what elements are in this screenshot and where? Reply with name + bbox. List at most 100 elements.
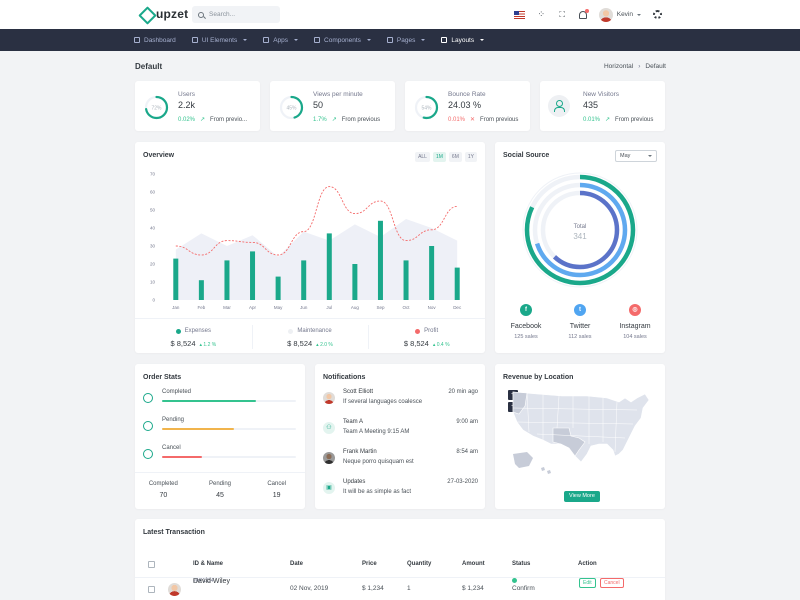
bar-may[interactable]	[275, 276, 281, 300]
bar-dec[interactable]	[454, 267, 460, 300]
social-source-card: Social Source May Total 341 f Facebook 125 …	[495, 142, 665, 353]
search-icon	[198, 11, 204, 18]
breadcrumb-separator: ›	[638, 63, 641, 70]
bell-icon[interactable]	[578, 8, 589, 19]
summary-change-value: 1.2 %	[203, 342, 217, 348]
cancel-button[interactable]: Cancel	[600, 578, 624, 588]
col-id-name[interactable]: ID & Name	[193, 561, 224, 567]
bar-mar[interactable]	[224, 260, 230, 300]
fullscreen-icon[interactable]: ⛶	[559, 10, 566, 19]
usa-map-shape	[512, 391, 650, 463]
notification-item[interactable]: Scott Elliott If several languages coales…	[323, 389, 478, 415]
stat-change-caption: From previous	[341, 116, 381, 123]
bar-nov[interactable]	[429, 246, 435, 300]
order-stat-label: Cancel	[162, 445, 181, 451]
bar-apr[interactable]	[250, 251, 256, 300]
ring-arc-3[interactable]	[540, 190, 620, 270]
twitter-icon: t	[574, 304, 586, 316]
progress-track	[162, 456, 296, 458]
usa-map[interactable]	[507, 384, 657, 484]
order-totals: Completed 70 Pending 45 Cancel 19	[135, 472, 305, 512]
social-source-facebook[interactable]: f Facebook 125 sales	[501, 304, 551, 340]
bar-jun[interactable]	[301, 260, 307, 300]
transaction-price: $ 1,234	[362, 585, 384, 592]
transaction-name: David Wiley	[193, 578, 230, 585]
nav-item-components[interactable]: Components	[314, 37, 371, 44]
bar-jan[interactable]	[173, 258, 179, 300]
x-tick-label: Jun	[300, 305, 308, 310]
notification-item[interactable]: ⚇ Team A Team A Meeting 9:15 AM 9:00 am	[323, 419, 478, 445]
status-text: Confirm	[512, 585, 535, 592]
team-icon: ⚇	[323, 422, 335, 434]
overview-summary-expenses: Expenses $ 8,524 ▴ 1.2 %	[135, 319, 252, 354]
period-select[interactable]: May	[615, 150, 657, 162]
notifications-title: Notifications	[323, 374, 366, 381]
social-source-twitter[interactable]: t Twitter 112 sales	[555, 304, 605, 340]
stat-change: 0.01% ↗ From previous	[583, 116, 653, 124]
edit-button[interactable]: Edit	[579, 578, 596, 588]
notification-title: Scott Elliott	[343, 389, 374, 395]
x-tick-label: May	[274, 305, 283, 310]
trend-up-icon: ▴	[432, 342, 437, 348]
notification-item[interactable]: ▣ Updates It will be as simple as fact 27-0…	[323, 479, 478, 505]
order-total-cancel: Cancel 19	[248, 473, 305, 512]
nav-item-pages[interactable]: Pages	[386, 37, 426, 44]
col-price[interactable]: Price	[362, 561, 377, 567]
nav-item-label: Apps	[273, 36, 289, 44]
col-date[interactable]: Date	[290, 561, 304, 567]
bar-sep[interactable]	[377, 220, 383, 300]
col-status[interactable]: Status	[512, 561, 531, 567]
status-dot	[512, 578, 517, 583]
gear-icon[interactable]	[653, 10, 662, 19]
overview-title: Overview	[143, 152, 175, 159]
nav-item-ui-elements[interactable]: UI Elements	[191, 37, 248, 44]
chevron-down-icon	[366, 39, 371, 41]
filter-1m[interactable]: 1M	[432, 152, 446, 162]
progress-ring-arc	[279, 95, 304, 120]
avatar	[323, 392, 335, 404]
bar-aug[interactable]	[352, 264, 358, 300]
search-input[interactable]	[209, 11, 269, 18]
select-all-checkbox[interactable]	[148, 561, 155, 568]
filter-1y[interactable]: 1Y	[464, 152, 477, 162]
stat-card-users: 72% Users 2.2k 0.02% ↗ From previo...	[135, 81, 260, 131]
notification-item[interactable]: Frank Martin Neque porro quisquam est 8:54…	[323, 449, 478, 475]
order-total-completed: Completed 70	[135, 473, 192, 512]
overview-summary-profit: Profit $ 8,524 ▴ 0.4 %	[368, 319, 485, 354]
ring-arc-1[interactable]	[524, 174, 636, 286]
notification-message: It will be as simple as fact	[343, 489, 412, 495]
legend-dot	[415, 328, 421, 334]
view-more-button[interactable]: View More	[564, 491, 600, 502]
y-tick-label: 70	[150, 172, 156, 177]
logo[interactable]: upzet	[140, 7, 188, 21]
ring-arc-2[interactable]	[532, 182, 628, 278]
user-menu[interactable]: Kevin	[598, 7, 641, 22]
col-action[interactable]: Action	[578, 561, 597, 567]
overview-summary-maintenance: Maintenance $ 8,524 ▴ 2.0 %	[251, 319, 369, 354]
col-amount[interactable]: Amount	[462, 561, 485, 567]
us-flag-icon[interactable]	[513, 10, 525, 19]
facebook-icon: f	[520, 304, 532, 316]
nav-item-apps[interactable]: Apps	[263, 36, 299, 44]
nav-item-layouts[interactable]: Layouts	[441, 37, 485, 44]
nav-item-dashboard[interactable]: Dashboard	[134, 37, 176, 44]
row-checkbox[interactable]	[148, 586, 155, 593]
bar-oct[interactable]	[403, 260, 409, 300]
x-tick-label: Apr	[249, 305, 257, 310]
search-box[interactable]	[192, 6, 280, 23]
trend-up-icon: ↗	[331, 117, 337, 123]
apps-grid-icon[interactable]: ⁘	[537, 9, 545, 19]
bar-jul[interactable]	[326, 233, 332, 300]
bar-feb[interactable]	[198, 280, 204, 300]
apps-icon	[263, 37, 270, 43]
order-stats-title: Order Stats	[143, 374, 182, 381]
col-quantity[interactable]: Quantity	[407, 561, 432, 567]
filter-6m[interactable]: 6M	[448, 152, 462, 162]
progress-bar	[162, 428, 235, 430]
stat-card-new-visitors: New Visitors 435 0.01% ↗ From previous	[540, 81, 665, 131]
social-source-instagram[interactable]: ◎ Instagram 104 sales	[610, 304, 660, 340]
breadcrumb-item-horizontal[interactable]: Horizontal	[603, 63, 634, 70]
filter-all[interactable]: ALL	[415, 152, 430, 162]
social-source-chart: Total 341	[522, 172, 638, 288]
trend-down-icon: ✕	[470, 117, 476, 123]
